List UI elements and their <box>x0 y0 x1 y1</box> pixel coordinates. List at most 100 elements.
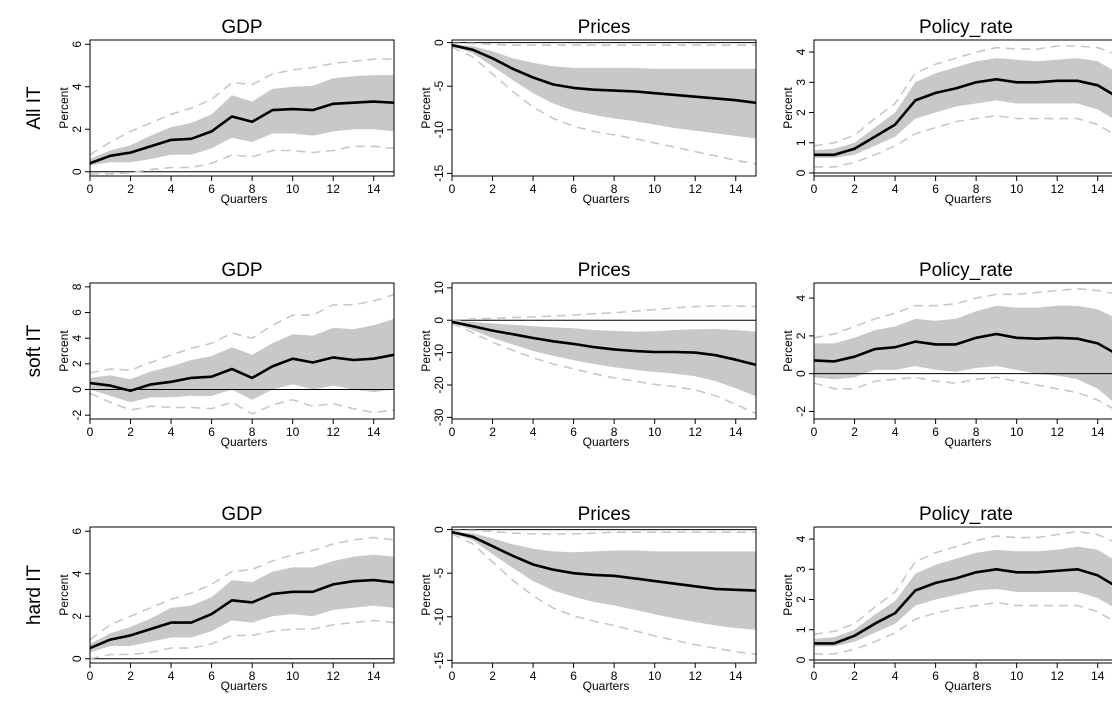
panel-hard-it-gdp-xtick-label: 8 <box>249 669 256 683</box>
panel-all-it-policy-rate-xtick-label: 12 <box>1051 182 1065 196</box>
panel-all-it-gdp-ylabel: Percent <box>57 87 71 129</box>
panel-hard-it-policy-rate-title: Policy_rate <box>919 504 1013 525</box>
row-label-hard-it: hard IT <box>24 565 45 626</box>
panel-all-it-policy-rate-plot-area <box>814 45 1112 174</box>
panel-soft-it-prices: Prices 0 2 4 6 8 10 12 14 Quarters 10 0 -10 -20 -30 Per… <box>419 260 757 449</box>
panel-hard-it-policy-rate-ytick-label: 4 <box>794 535 808 542</box>
panel-all-it-gdp-ytick-label: 2 <box>70 126 84 133</box>
panel-soft-it-prices-plot-area <box>452 305 756 415</box>
panel-soft-it-policy-rate-xtick-label: 0 <box>811 425 818 439</box>
panel-soft-it-gdp-xlabel: Quarters <box>221 435 268 449</box>
panel-hard-it-prices-ytick-label: -5 <box>432 568 446 579</box>
panel-soft-it-policy-rate-confidence-band <box>814 305 1112 401</box>
panel-hard-it-prices-title: Prices <box>578 504 631 525</box>
panel-hard-it-prices-xlabel: Quarters <box>583 679 630 693</box>
panel-soft-it-policy-rate-xlabel: Quarters <box>945 435 992 449</box>
panel-soft-it-gdp-xtick-label: 14 <box>367 425 381 439</box>
panel-all-it-prices-title: Prices <box>578 17 631 38</box>
panel-all-it-prices-xtick-label: 12 <box>689 182 703 196</box>
panel-hard-it-prices: Prices 0 2 4 6 8 10 12 14 Quarters 0 -5 -10 -15 Percen… <box>419 504 757 693</box>
panel-all-it-policy-rate-ytick-label: 0 <box>794 169 808 176</box>
panel-all-it-policy-rate-xtick-label: 4 <box>892 182 899 196</box>
panel-hard-it-gdp-title: GDP <box>221 504 262 525</box>
panel-all-it-prices-xtick-label: 8 <box>611 182 618 196</box>
panel-hard-it-prices-xtick-label: 2 <box>489 669 496 683</box>
panel-all-it-policy-rate-median-line <box>814 78 1112 157</box>
panel-hard-it-gdp-outer-upper-line <box>90 536 394 641</box>
panel-soft-it-prices-xtick-label: 8 <box>611 425 618 439</box>
panel-hard-it-prices-xtick-label: 4 <box>530 669 537 683</box>
panel-hard-it-gdp-ytick-label: 2 <box>70 613 84 620</box>
panel-soft-it-prices-ytick-label: -20 <box>432 376 446 394</box>
row-label-soft-it: soft IT <box>24 324 45 377</box>
panel-hard-it-prices-xtick-label: 12 <box>689 669 703 683</box>
panel-hard-it-prices-median-line <box>452 530 756 592</box>
panel-hard-it-prices-frame <box>451 526 757 664</box>
panel-all-it-policy-rate-xtick-label: 10 <box>1010 182 1024 196</box>
panel-all-it-policy-rate-ylabel: Percent <box>781 87 795 129</box>
panel-soft-it-prices-ytick-label: 0 <box>432 317 446 324</box>
panel-all-it-prices-xlabel: Quarters <box>583 192 630 206</box>
panel-soft-it-gdp-xtick-label: 10 <box>286 425 300 439</box>
panel-hard-it-policy-rate-xtick-label: 12 <box>1051 669 1065 683</box>
panel-hard-it-policy-rate-xtick-label: 4 <box>892 669 899 683</box>
panel-soft-it-gdp-outer-lower-line <box>90 392 394 415</box>
panel-all-it-policy-rate-outer-lower-line <box>814 114 1112 168</box>
panel-all-it-prices-ytick-label: 0 <box>432 39 446 46</box>
panel-all-it-prices-outer-lower-line <box>452 46 756 165</box>
panel-soft-it-gdp-ytick-label: -2 <box>70 409 84 420</box>
panel-hard-it-policy-rate-ytick-label: 1 <box>794 626 808 633</box>
panel-all-it-gdp-xtick-label: 12 <box>327 182 341 196</box>
panel-hard-it-prices-xtick-label: 6 <box>570 669 577 683</box>
panel-soft-it-prices-outer-upper-line <box>452 305 756 321</box>
panel-all-it-policy-rate-title: Policy_rate <box>919 17 1013 38</box>
panel-soft-it-prices-xtick-label: 14 <box>729 425 743 439</box>
panel-soft-it-policy-rate-outer-upper-line <box>814 287 1112 339</box>
panel-hard-it-gdp-xtick-label: 2 <box>127 669 134 683</box>
panel-hard-it-gdp-xtick-label: 6 <box>208 669 215 683</box>
panel-all-it-gdp-xlabel: Quarters <box>221 192 268 206</box>
panel-all-it-gdp-title: GDP <box>221 17 262 38</box>
panel-hard-it-policy-rate-xlabel: Quarters <box>945 679 992 693</box>
panel-hard-it-policy-rate-frame <box>813 526 1112 664</box>
panel-hard-it-prices-ylabel: Percent <box>419 574 433 616</box>
panel-all-it-gdp-xtick-label: 14 <box>367 182 381 196</box>
panel-all-it-prices-ytick-label: -15 <box>432 164 446 182</box>
panel-soft-it-policy-rate-median-line <box>814 332 1112 363</box>
panel-all-it-policy-rate-xtick-label: 14 <box>1091 182 1105 196</box>
panel-all-it-gdp-plot-area <box>90 58 394 175</box>
panel-hard-it-gdp-median-line <box>90 578 394 650</box>
panel-all-it-policy-rate-confidence-band <box>814 58 1112 158</box>
panel-hard-it-policy-rate-ytick-label: 3 <box>794 566 808 573</box>
panel-hard-it-policy-rate-xtick-label: 10 <box>1010 669 1024 683</box>
panel-all-it-gdp-xtick-label: 6 <box>208 182 215 196</box>
panel-hard-it-gdp-ytick-label: 6 <box>70 528 84 535</box>
panel-soft-it-policy-rate-title: Policy_rate <box>919 260 1013 281</box>
panel-soft-it-policy-rate-xtick-label: 6 <box>932 425 939 439</box>
panel-soft-it-policy-rate-xtick-label: 8 <box>973 425 980 439</box>
panel-hard-it-policy-rate-plot-area <box>814 530 1112 661</box>
panel-hard-it-policy-rate-xtick-label: 6 <box>932 669 939 683</box>
panel-hard-it-policy-rate-ytick-label: 2 <box>794 596 808 603</box>
panel-all-it-policy-rate-ytick-label: 1 <box>794 139 808 146</box>
panel-all-it-gdp-frame <box>89 39 395 177</box>
panel-all-it-prices-xtick-label: 10 <box>648 182 662 196</box>
panel-all-it-gdp-outer-lower-line <box>90 145 394 175</box>
panel-all-it-gdp-xtick-label: 10 <box>286 182 300 196</box>
panel-soft-it-prices-frame <box>451 282 757 420</box>
panel-soft-it-gdp-xtick-label: 6 <box>208 425 215 439</box>
panel-hard-it-gdp-xtick-label: 14 <box>367 669 381 683</box>
panel-hard-it-gdp-xtick-label: 12 <box>327 669 341 683</box>
panel-soft-it-gdp-xtick-label: 0 <box>87 425 94 439</box>
panel-all-it-policy-rate-xtick-label: 0 <box>811 182 818 196</box>
panel-soft-it-policy-rate-ytick-label: 4 <box>794 294 808 301</box>
panel-soft-it-prices-title: Prices <box>578 260 631 281</box>
panel-all-it-gdp-ytick-label: 4 <box>70 83 84 90</box>
panel-soft-it-prices-ylabel: Percent <box>419 330 433 372</box>
panel-hard-it-prices-xtick-label: 10 <box>648 669 662 683</box>
panel-soft-it-gdp-median-line <box>90 353 394 393</box>
